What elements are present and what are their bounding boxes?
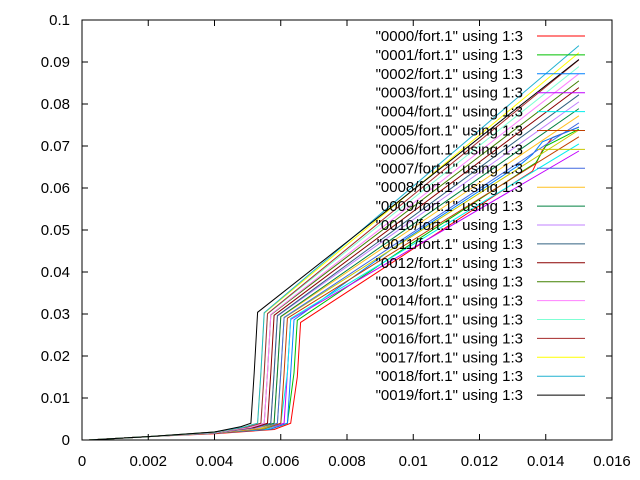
- y-tick-label: 0.03: [41, 306, 70, 323]
- plot-frame: [81, 19, 613, 441]
- legend-label: "0019/fort.1" using 1:3: [376, 387, 523, 404]
- legend: "0000/fort.1" using 1:3 "0001/fort.1" usi…: [376, 28, 585, 404]
- x-tick-label: 0.012: [461, 453, 499, 470]
- x-tick-label: 0.004: [196, 453, 234, 470]
- legend-label: "0002/fort.1" using 1:3: [376, 66, 523, 83]
- y-tick-label: 0.02: [41, 348, 70, 365]
- legend-label: "0001/fort.1" using 1:3: [376, 47, 523, 64]
- series-line-0019: [88, 59, 580, 441]
- y-tick-label: 0.1: [49, 12, 70, 29]
- x-tick-label: 0: [78, 453, 86, 470]
- legend-label: "0016/fort.1" using 1:3: [376, 330, 523, 347]
- legend-label: "0000/fort.1" using 1:3: [376, 28, 523, 45]
- legend-label: "0018/fort.1" using 1:3: [376, 368, 523, 385]
- y-tick-label: 0.06: [41, 180, 70, 197]
- y-tick-label: 0.07: [41, 138, 70, 155]
- legend-label: "0003/fort.1" using 1:3: [376, 85, 523, 102]
- legend-label: "0011/fort.1" using 1:3: [377, 236, 523, 253]
- legend-label: "0015/fort.1" using 1:3: [376, 312, 523, 329]
- legend-label: "0008/fort.1" using 1:3: [376, 179, 523, 196]
- legend-label: "0007/fort.1" using 1:3: [376, 160, 523, 177]
- y-tick-label: 0.01: [41, 390, 70, 407]
- x-tick-label: 0.006: [262, 453, 300, 470]
- series-layer: [88, 45, 580, 441]
- y-tick-label: 0.04: [41, 264, 70, 281]
- axes-layer: 0 0.01 0.02 0.03 0.04 0.05 0.06 0.07 0.08 0.09 0.1…: [41, 12, 631, 470]
- legend-label: "0012/fort.1" using 1:3: [376, 255, 523, 272]
- legend-label: "0005/fort.1" using 1:3: [376, 123, 523, 140]
- legend-label: "0014/fort.1" using 1:3: [376, 293, 523, 310]
- x-tick-label: 0.014: [527, 453, 565, 470]
- y-tick-label: 0.09: [41, 54, 70, 71]
- legend-label: "0017/fort.1" using 1:3: [376, 349, 523, 366]
- x-tick-label: 0.01: [399, 453, 428, 470]
- legend-label: "0009/fort.1" using 1:3: [376, 198, 523, 215]
- y-tick-label: 0: [62, 432, 70, 449]
- x-tick-label: 0.016: [593, 453, 631, 470]
- x-tick-label: 0.002: [129, 453, 167, 470]
- legend-label: "0004/fort.1" using 1:3: [376, 104, 523, 121]
- legend-label: "0013/fort.1" using 1:3: [376, 274, 523, 291]
- y-tick-label: 0.08: [41, 96, 70, 113]
- x-tick-label: 0.008: [328, 453, 366, 470]
- y-tick-label: 0.05: [41, 222, 70, 239]
- legend-label: "0006/fort.1" using 1:3: [376, 141, 523, 158]
- legend-label: "0010/fort.1" using 1:3: [376, 217, 523, 234]
